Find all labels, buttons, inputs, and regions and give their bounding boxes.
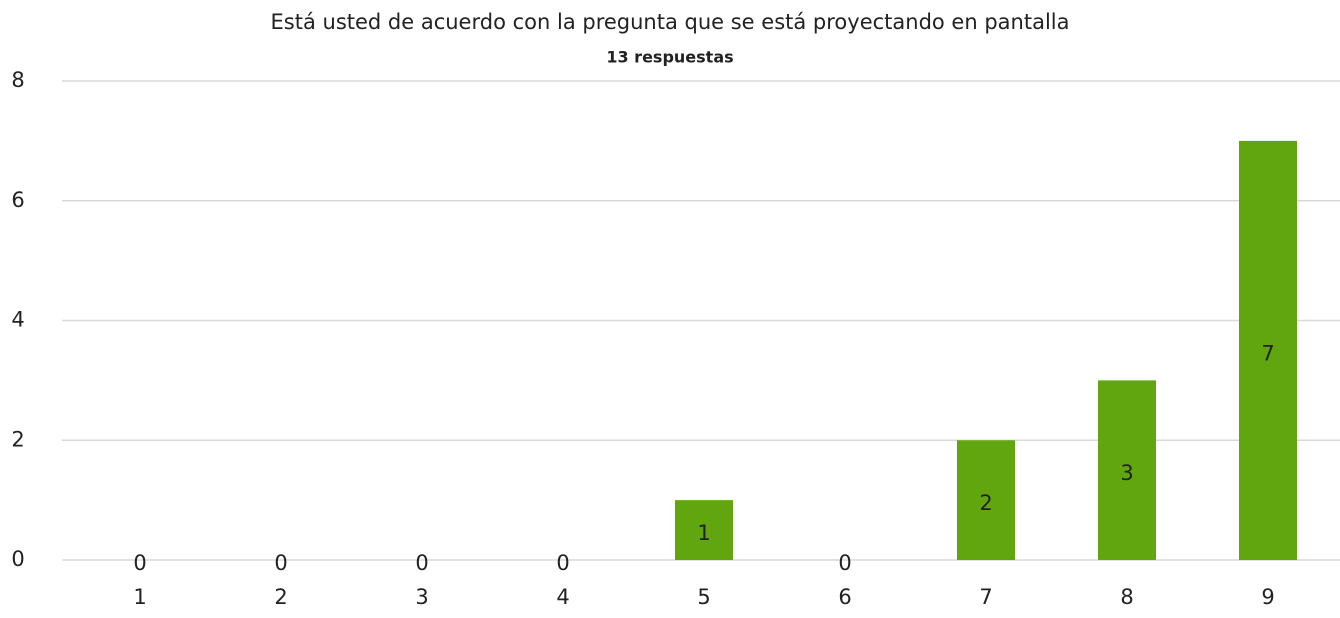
bar — [957, 440, 1015, 560]
data-label: 0 — [274, 551, 287, 575]
y-tick-label: 2 — [11, 427, 24, 451]
data-label: 2 — [979, 491, 992, 515]
data-label: 0 — [838, 551, 851, 575]
data-label: 1 — [697, 521, 710, 545]
x-tick-label: 9 — [1261, 585, 1274, 609]
y-tick-label: 8 — [11, 68, 24, 92]
x-tick-label: 7 — [979, 585, 992, 609]
bar — [675, 500, 733, 560]
data-label: 0 — [556, 551, 569, 575]
x-tick-label: 6 — [838, 585, 851, 609]
bar — [1239, 140, 1297, 560]
data-label: 7 — [1261, 341, 1274, 365]
data-label: 3 — [1120, 461, 1133, 485]
x-tick-label: 3 — [415, 585, 428, 609]
y-tick-label: 0 — [11, 547, 24, 571]
bar — [1098, 380, 1156, 560]
x-tick-label: 4 — [556, 585, 569, 609]
chart-subtitle: 13 respuestas — [606, 48, 733, 67]
x-tick-label: 2 — [274, 585, 287, 609]
x-tick-label: 8 — [1120, 585, 1133, 609]
x-tick-label: 5 — [697, 585, 710, 609]
y-tick-label: 4 — [11, 308, 24, 332]
data-label: 0 — [133, 551, 146, 575]
y-tick-label: 6 — [11, 188, 24, 212]
x-tick-label: 1 — [133, 585, 146, 609]
data-label: 0 — [415, 551, 428, 575]
chart-title: Está usted de acuerdo con la pregunta qu… — [271, 10, 1070, 34]
